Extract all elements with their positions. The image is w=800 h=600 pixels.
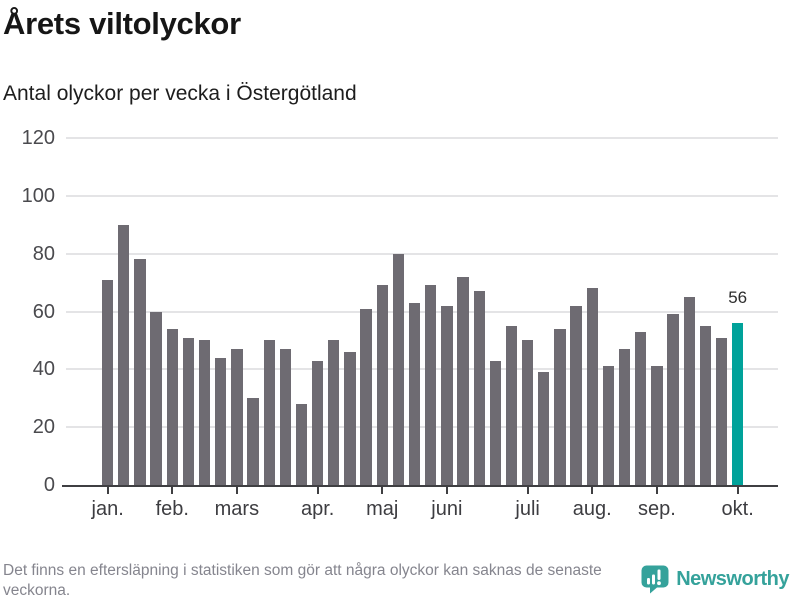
y-axis-tick-label: 120	[21, 127, 55, 149]
bar	[344, 351, 356, 485]
bar	[118, 224, 130, 485]
x-axis-tick-label: jan.	[91, 498, 124, 520]
bar	[554, 328, 566, 485]
bar	[231, 349, 243, 485]
x-axis-tick	[591, 487, 594, 494]
newsworthy-logo: Newsworthy	[641, 564, 789, 594]
bar	[408, 302, 421, 485]
y-axis-tick-label: 40	[32, 358, 55, 381]
bar	[166, 328, 178, 485]
gridline	[66, 137, 778, 139]
highlight-bar	[732, 323, 744, 485]
x-axis-line	[62, 485, 778, 487]
x-axis-tick-label: juni	[431, 498, 463, 520]
bar	[715, 337, 728, 485]
chart-subtitle: Antal olyckor per vecka i Östergötland	[3, 82, 357, 105]
x-axis-tick	[316, 487, 319, 494]
bar	[570, 305, 582, 485]
x-axis-tick-label: aug.	[572, 498, 612, 520]
y-axis-tick-label: 100	[21, 184, 55, 207]
bar	[699, 325, 711, 485]
bar	[618, 349, 631, 485]
x-axis-tick-label: juli	[515, 498, 540, 520]
bar	[376, 285, 388, 485]
bar	[586, 288, 598, 485]
bar	[134, 259, 146, 485]
bar	[489, 360, 501, 485]
x-axis-tick	[445, 487, 448, 494]
bar-value-label: 56	[728, 288, 748, 308]
y-axis-tick-label: 0	[43, 474, 55, 496]
bar	[457, 276, 469, 485]
bar	[279, 349, 291, 485]
x-axis-tick	[106, 487, 109, 494]
bar	[360, 308, 372, 485]
x-axis-tick-label: okt.	[721, 498, 754, 520]
bar	[312, 360, 324, 485]
y-axis-tick-label: 20	[32, 416, 55, 439]
bar	[441, 305, 453, 485]
bar	[538, 372, 550, 485]
bar	[198, 340, 211, 485]
bar	[522, 340, 534, 485]
x-axis-tick-label: sep.	[637, 498, 676, 520]
x-axis-tick	[235, 487, 238, 494]
gridline	[66, 252, 778, 255]
bar	[182, 337, 195, 485]
bar	[392, 253, 405, 485]
x-axis-tick	[526, 487, 529, 494]
x-axis-tick-label: maj	[366, 498, 399, 520]
gridline	[66, 368, 778, 371]
footnote-text: Det finns en eftersläpning i statistiken…	[3, 562, 602, 599]
bar	[328, 340, 340, 485]
gridline	[66, 310, 778, 313]
bar	[667, 314, 679, 485]
bar	[102, 279, 114, 485]
x-axis-tick	[736, 487, 739, 494]
y-axis-tick-label: 80	[32, 242, 55, 265]
bar	[295, 404, 308, 485]
bar	[425, 285, 437, 485]
bar-chart-bubble-icon	[641, 565, 669, 594]
x-axis-tick	[171, 487, 174, 494]
gridline	[66, 194, 778, 197]
x-axis-tick	[655, 487, 658, 494]
bar	[215, 357, 227, 485]
bar	[602, 366, 615, 485]
gridline	[66, 426, 778, 429]
bar	[263, 340, 275, 485]
bar	[505, 325, 518, 485]
bar	[473, 291, 485, 485]
brand-wordmark: Newsworthy	[676, 567, 789, 590]
x-axis-tick-label: mars	[214, 498, 260, 520]
page-title: Årets viltolyckor	[3, 6, 241, 41]
x-axis-tick	[381, 487, 384, 494]
x-axis-tick-label: feb.	[155, 498, 189, 520]
bar	[150, 311, 162, 485]
y-axis-tick-label: 60	[32, 300, 55, 323]
x-axis-tick-label: apr.	[300, 498, 335, 520]
bar	[651, 366, 663, 485]
bar	[683, 297, 695, 485]
bar	[247, 398, 259, 485]
bar	[635, 331, 647, 485]
